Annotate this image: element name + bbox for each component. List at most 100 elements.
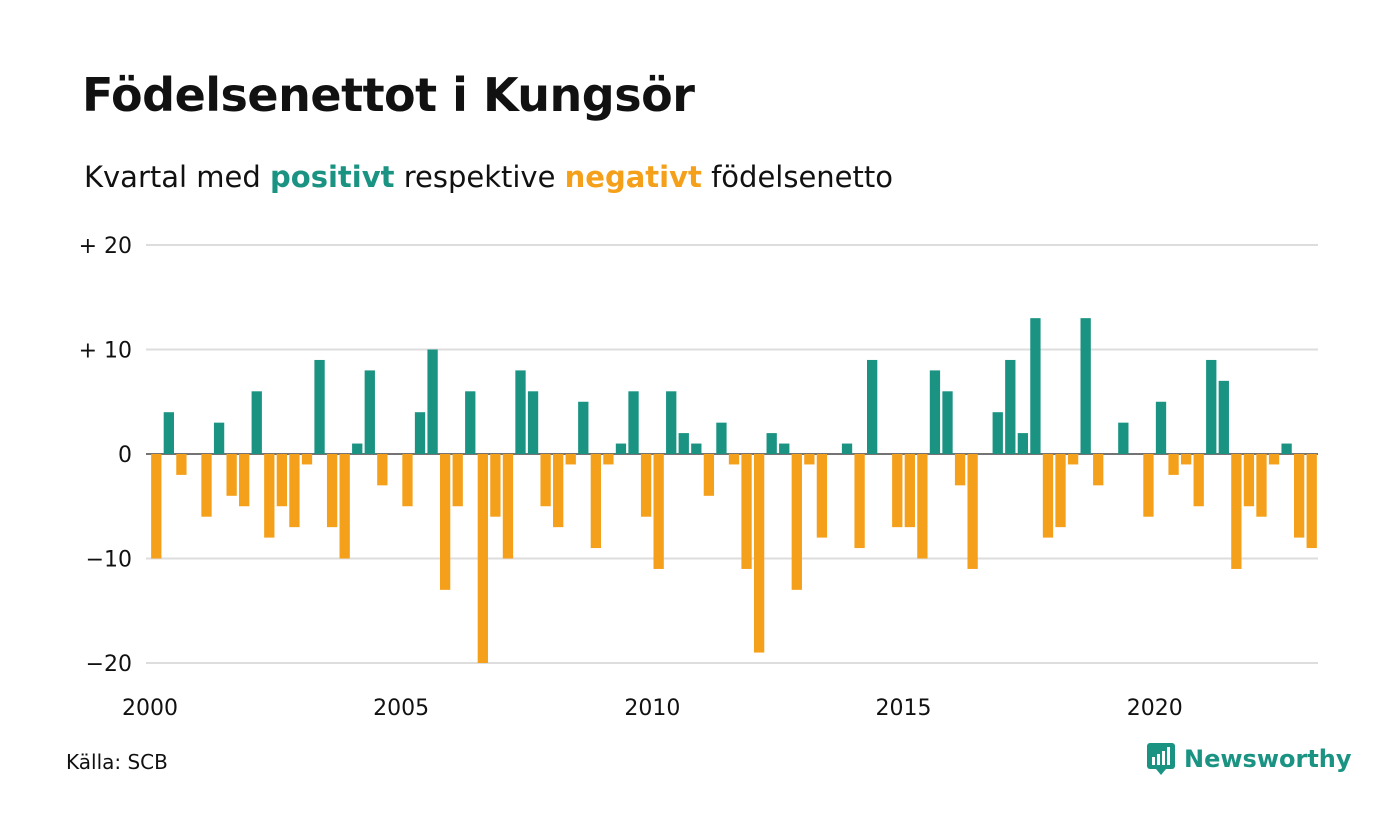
- bar-negative: [603, 454, 614, 465]
- bar-positive: [766, 433, 777, 454]
- bar-negative: [439, 454, 451, 590]
- bar-positive: [1017, 433, 1029, 454]
- bar-positive: [867, 359, 878, 454]
- bar-negative: [1231, 454, 1242, 569]
- bar-negative: [1294, 454, 1305, 538]
- bar-negative: [741, 454, 752, 569]
- bar-negative: [892, 454, 903, 528]
- x-tick-label: 2015: [876, 696, 932, 721]
- x-tick-label: 2020: [1127, 696, 1183, 721]
- bar-negative: [1168, 454, 1179, 475]
- bar-negative: [653, 454, 664, 569]
- y-tick-label: −20: [86, 652, 132, 677]
- bar-negative: [1180, 454, 1192, 465]
- bar-negative: [402, 454, 413, 507]
- bar-positive: [716, 422, 727, 454]
- bar-positive: [841, 443, 853, 454]
- bar-positive: [465, 391, 476, 454]
- bar-negative: [490, 454, 501, 517]
- bar-positive: [691, 443, 702, 454]
- y-axis-ticks: + 20 + 10 0 −10 −20: [79, 234, 132, 677]
- bar-negative: [1306, 454, 1317, 549]
- bar-positive: [628, 391, 639, 454]
- source-note: Källa: SCB: [66, 750, 168, 774]
- bars: [151, 318, 1317, 663]
- bar-positive: [1155, 401, 1167, 454]
- bar-positive: [515, 370, 526, 454]
- bar-negative: [590, 454, 601, 549]
- bar-negative: [176, 454, 187, 475]
- chart-subtitle: Kvartal med positivt respektive negativt…: [84, 160, 893, 194]
- bar-negative: [502, 454, 514, 559]
- bar-negative: [151, 454, 162, 559]
- bar-negative: [1093, 454, 1104, 486]
- bar-positive: [414, 412, 426, 454]
- y-tick-label: 0: [118, 443, 132, 468]
- bar-positive: [578, 401, 589, 454]
- bar-negative: [1143, 454, 1154, 517]
- bar-negative: [201, 454, 212, 517]
- y-tick-label: + 10: [79, 339, 132, 364]
- bar-negative: [728, 454, 740, 465]
- bar-positive: [678, 433, 689, 454]
- bar-negative: [1042, 454, 1054, 538]
- bar-positive: [163, 412, 174, 454]
- bar-positive: [213, 422, 225, 454]
- bar-negative: [540, 454, 551, 507]
- bar-negative: [477, 454, 488, 663]
- bar-positive: [779, 443, 790, 454]
- bar-negative: [289, 454, 300, 528]
- subtitle-suffix: födelsenetto: [701, 160, 893, 194]
- bar-negative: [1067, 454, 1079, 465]
- bar-negative: [804, 454, 815, 465]
- newsworthy-logo-icon: [1147, 743, 1175, 775]
- bar-negative: [1256, 454, 1267, 517]
- bar-negative: [954, 454, 966, 486]
- subtitle-prefix: Kvartal med: [84, 160, 271, 194]
- bar-positive: [615, 443, 627, 454]
- bar-negative: [276, 454, 288, 507]
- bar-negative: [301, 454, 313, 465]
- bar-negative: [1055, 454, 1066, 528]
- bar-positive: [1030, 318, 1041, 454]
- x-tick-label: 2005: [373, 696, 429, 721]
- bar-chart: + 20 + 10 0 −10 −20 2000 2005 2010 2015 2020: [79, 234, 1318, 721]
- bar-positive: [992, 412, 1003, 454]
- bar-positive: [364, 370, 375, 454]
- bar-negative: [226, 454, 237, 496]
- bar-positive: [929, 370, 941, 454]
- bar-negative: [326, 454, 338, 528]
- bar-negative: [816, 454, 828, 538]
- bar-positive: [1206, 359, 1217, 454]
- bar-negative: [967, 454, 978, 569]
- bar-negative: [753, 454, 765, 653]
- bar-negative: [904, 454, 915, 528]
- x-tick-label: 2000: [122, 696, 178, 721]
- newsworthy-logo-text: Newsworthy: [1184, 745, 1352, 773]
- bar-positive: [1218, 380, 1229, 454]
- bar-positive: [1005, 359, 1016, 454]
- bar-positive: [1080, 318, 1091, 454]
- bar-negative: [1193, 454, 1204, 507]
- bar-negative: [553, 454, 564, 528]
- bar-negative: [791, 454, 802, 590]
- bar-positive: [1118, 422, 1129, 454]
- bar-negative: [377, 454, 388, 486]
- bar-positive: [666, 391, 677, 454]
- subtitle-positive: positivt: [270, 160, 395, 194]
- bar-negative: [452, 454, 463, 507]
- bar-negative: [239, 454, 250, 507]
- bar-negative: [565, 454, 576, 465]
- bar-negative: [1268, 454, 1280, 465]
- bar-positive: [251, 391, 262, 454]
- bar-negative: [854, 454, 865, 549]
- x-tick-label: 2010: [624, 696, 680, 721]
- bar-negative: [640, 454, 652, 517]
- bar-positive: [1281, 443, 1292, 454]
- subtitle-middle: respektive: [394, 160, 565, 194]
- newsworthy-logo: Newsworthy: [1146, 742, 1352, 776]
- x-axis-ticks: 2000 2005 2010 2015 2020: [122, 696, 1183, 721]
- bar-negative: [703, 454, 715, 496]
- bar-negative: [1243, 454, 1255, 507]
- bar-negative: [917, 454, 928, 559]
